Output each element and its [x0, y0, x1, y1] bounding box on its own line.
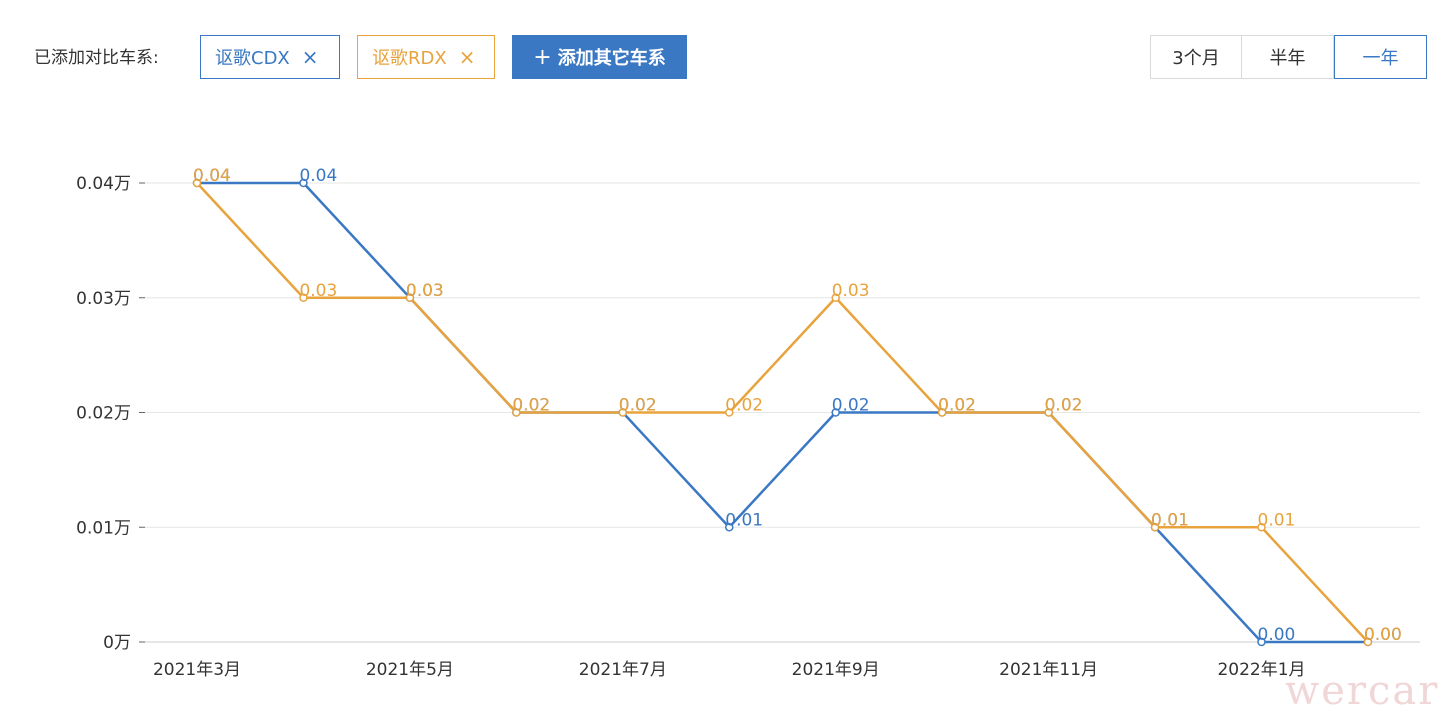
data-label: 0.01	[1151, 510, 1189, 530]
tag-acura-cdx[interactable]: 讴歌CDX ×	[200, 35, 340, 79]
data-label: 0.00	[1364, 625, 1402, 645]
data-label: 0.02	[725, 396, 763, 416]
watermark: wercar	[1285, 668, 1440, 714]
data-point	[1150, 523, 1160, 532]
data-point	[1044, 408, 1053, 417]
data-point	[405, 293, 415, 302]
x-tick-label: 2022年1月	[1217, 660, 1305, 680]
y-tick-label: 0.01万	[76, 518, 131, 538]
data-label: 0.01	[1258, 510, 1296, 530]
data-label: 0.02	[619, 396, 657, 416]
data-label: 0.02	[938, 396, 976, 416]
data-label: 0.04	[299, 166, 337, 186]
tag-label: 讴歌CDX	[215, 48, 290, 69]
data-point	[937, 408, 947, 417]
close-icon[interactable]: ×	[301, 45, 319, 69]
series-line-1	[196, 182, 1369, 643]
data-label: 0.03	[832, 281, 870, 301]
data-label: 0.03	[299, 281, 337, 301]
data-label: 0.00	[1364, 625, 1402, 645]
data-point	[1257, 523, 1266, 532]
data-label: 0.02	[938, 396, 976, 416]
data-label: 0.01	[1151, 510, 1189, 530]
y-tick-label: 0.02万	[76, 404, 131, 424]
data-label: 0.00	[1258, 625, 1296, 645]
compare-label: 已添加对比车系:	[34, 48, 159, 68]
data-label: 0.04	[193, 166, 231, 186]
range-one-year-button[interactable]: 一年	[1334, 35, 1427, 79]
data-label: 0.02	[1045, 396, 1083, 416]
data-label: 0.04	[193, 166, 231, 186]
range-3-months-button[interactable]: 3个月	[1150, 35, 1242, 79]
series-line-0	[197, 181, 1368, 644]
data-point	[512, 408, 521, 417]
x-tick-label: 2021年3月	[153, 660, 241, 680]
x-tick-label: 2021年9月	[792, 660, 880, 680]
data-point	[725, 523, 734, 532]
tag-label: 讴歌RDX	[372, 48, 447, 69]
data-label: 0.02	[1045, 396, 1083, 416]
data-point	[1363, 637, 1373, 647]
data-point	[725, 408, 734, 417]
compare-toolbar: 已添加对比车系: 讴歌CDX × 讴歌RDX × + 添加其它车系 3个月 半年…	[0, 0, 1456, 110]
add-series-button[interactable]: + 添加其它车系	[512, 35, 687, 79]
data-point	[192, 178, 202, 188]
x-tick-label: 2021年7月	[579, 660, 667, 680]
line-chart: 0万 0.01万 0.02万 0.03万 0.04万 2021年3月 2021年5月 2021…	[76, 166, 1420, 680]
data-point	[299, 293, 308, 302]
add-series-label: 添加其它车系	[557, 48, 666, 69]
data-label: 0.03	[406, 281, 444, 301]
data-point	[299, 178, 308, 188]
close-icon[interactable]: ×	[458, 45, 476, 69]
tag-acura-rdx[interactable]: 讴歌RDX ×	[357, 35, 495, 79]
x-tick-label: 2021年5月	[366, 660, 454, 680]
data-label: 0.01	[725, 510, 763, 530]
y-tick-label: 0万	[103, 633, 131, 653]
y-tick-label: 0.04万	[76, 174, 131, 194]
data-label: 0.02	[832, 396, 870, 416]
data-point	[831, 408, 840, 417]
data-point	[831, 293, 840, 302]
plus-icon: +	[533, 44, 552, 70]
data-point	[618, 408, 628, 417]
time-range-selector: 3个月 半年 一年	[1150, 35, 1427, 79]
x-tick-label: 2021年11月	[999, 660, 1098, 680]
data-label: 0.03	[406, 281, 444, 301]
range-half-year-button[interactable]: 半年	[1242, 35, 1334, 79]
data-label: 0.02	[512, 396, 550, 416]
data-label: 0.02	[619, 396, 657, 416]
y-tick-label: 0.03万	[76, 289, 131, 309]
data-point	[1257, 637, 1266, 647]
data-label: 0.02	[512, 396, 550, 416]
